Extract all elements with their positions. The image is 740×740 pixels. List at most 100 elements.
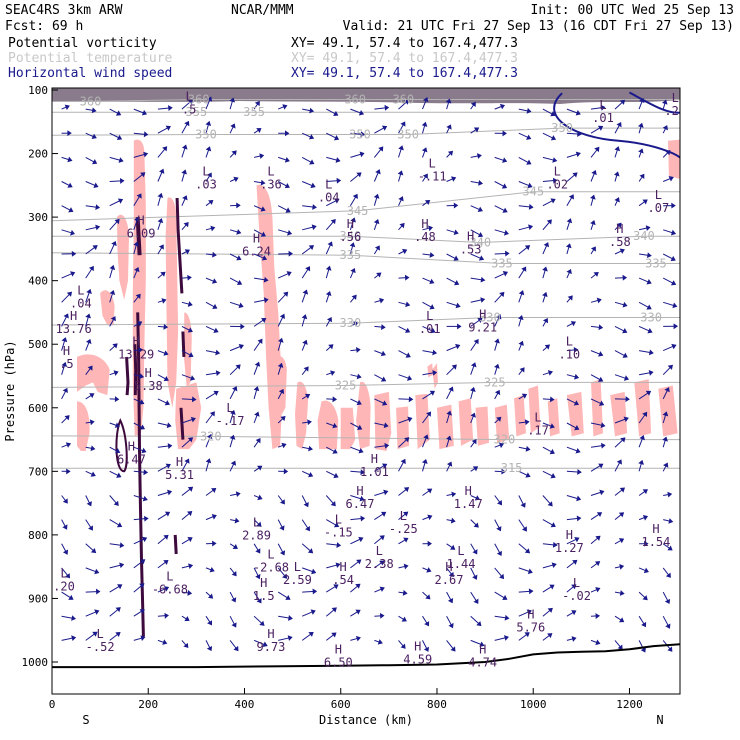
wind-vector-head xyxy=(645,390,652,396)
wind-vector-head xyxy=(231,571,237,577)
wind-vector-head xyxy=(355,347,361,353)
wind-vector-head xyxy=(164,511,171,517)
wind-vector-head xyxy=(576,515,582,522)
wind-vector-head xyxy=(404,437,410,443)
wind-vector-head xyxy=(352,193,358,200)
wind-vector-head xyxy=(303,501,309,508)
wind-vector-head xyxy=(71,250,77,257)
pv-extremum-value: 9.73 xyxy=(257,640,286,654)
wind-vector-head xyxy=(207,620,212,626)
wind-vector-head xyxy=(526,609,532,615)
wind-vector-head xyxy=(598,400,605,406)
wind-vector-head xyxy=(408,396,414,403)
pv-extremum-value: 6.47 xyxy=(346,497,375,511)
wind-vector-head xyxy=(455,343,461,350)
theta-label: 355 xyxy=(243,105,265,119)
wind-vector-head xyxy=(164,612,169,619)
wind-vector-head xyxy=(528,224,534,231)
wind-vector-head xyxy=(212,303,218,309)
pv-extremum: H.48 xyxy=(414,217,436,244)
wind-vector-head xyxy=(187,537,193,543)
wind-vector-head xyxy=(472,549,478,555)
wind-vector-head xyxy=(550,111,556,117)
wind-vector-head xyxy=(525,445,531,452)
wind-vector-head xyxy=(667,364,673,370)
wind-vector-head xyxy=(429,278,435,285)
pv-extremum-value: .5 xyxy=(182,103,196,117)
wind-vector-head xyxy=(501,468,506,475)
wind-vector-head xyxy=(137,321,143,327)
wind-vector-head xyxy=(140,172,146,178)
wind-vector-head xyxy=(505,250,510,257)
wind-vector-head xyxy=(358,447,364,454)
pv-extremum: L2.89 xyxy=(242,516,271,543)
wind-vector-head xyxy=(429,304,435,310)
pv-extremum-type: L xyxy=(429,156,436,170)
wind-vector-head xyxy=(446,410,452,416)
wind-vector-head xyxy=(302,289,309,295)
wind-vector-head xyxy=(377,639,383,645)
wind-vector-head xyxy=(359,495,365,502)
pv-extremum-value: .03 xyxy=(195,178,217,192)
wind-vector-head xyxy=(305,266,311,272)
wind-vector-head xyxy=(502,157,508,163)
wind-vector-head xyxy=(542,318,549,324)
field-name-theta: Potential temperature xyxy=(8,51,173,66)
wind-vector-head xyxy=(617,644,623,650)
pv-extremum-type: L xyxy=(325,177,332,191)
wind-vector-head xyxy=(188,352,194,358)
wind-vector-head xyxy=(518,290,525,296)
wind-vector-head xyxy=(331,632,337,638)
pv-extremum-type: L xyxy=(566,334,573,348)
pv-extremum: L.25 xyxy=(664,91,686,118)
pv-extremum-value: -.17 xyxy=(216,414,245,428)
y-tick-label: 800 xyxy=(28,529,48,542)
wind-vector-head xyxy=(234,517,240,524)
wind-vector-head xyxy=(256,521,262,527)
pv-extremum: L2.38 xyxy=(365,544,394,571)
wind-vector-head xyxy=(593,271,599,277)
wind-vector-head xyxy=(595,639,601,646)
wind-vector-head xyxy=(206,172,212,178)
wind-vector-head xyxy=(424,199,431,205)
pv-extremum: L.03 xyxy=(195,165,217,192)
wind-vector-head xyxy=(257,338,263,344)
wind-vector-head xyxy=(307,419,312,426)
wind-vector-head xyxy=(645,225,651,232)
wind-vector-head xyxy=(349,242,356,248)
wind-vector-head xyxy=(254,411,260,417)
wind-vector-head xyxy=(229,97,236,103)
model-title: SEAC4RS 3km ARW xyxy=(5,3,123,18)
wind-vector-head xyxy=(181,169,187,175)
wind-vector-head xyxy=(62,498,68,504)
wind-vector-head xyxy=(86,288,92,294)
wind-vector-head xyxy=(350,267,356,274)
wind-vector-head xyxy=(451,491,457,498)
wind-vector-head xyxy=(646,252,652,259)
wind-vector-head xyxy=(115,607,121,613)
wind-vector-head xyxy=(575,447,581,454)
wind-vector-head xyxy=(642,199,648,205)
wind-vector-head xyxy=(381,400,388,406)
wind-vector-head xyxy=(210,225,216,232)
pv-extremum-type: H xyxy=(414,639,421,653)
pv-extremum-type: L xyxy=(534,411,541,425)
wind-vector-head xyxy=(213,327,219,334)
theta-label: 350 xyxy=(551,121,573,135)
wind-vector-head xyxy=(577,469,582,475)
wind-vector-head xyxy=(566,268,572,275)
wind-vector-head xyxy=(353,321,359,327)
wind-vector-head xyxy=(86,501,92,507)
wind-vector-head xyxy=(279,525,285,531)
pv-extremum-value: .48 xyxy=(414,230,436,244)
wind-vector-head xyxy=(212,251,217,258)
wind-vector-head xyxy=(528,588,534,595)
pv-extremum: L.01 xyxy=(592,98,614,125)
x-tick-label: 800 xyxy=(427,698,447,711)
wind-vector-head xyxy=(62,549,69,555)
wind-vector-head xyxy=(359,151,365,158)
wind-vector-head xyxy=(263,297,269,304)
wind-vector-head xyxy=(595,535,601,541)
pv-extremum-value: .25 xyxy=(664,104,686,118)
wind-vector-head xyxy=(596,512,603,518)
